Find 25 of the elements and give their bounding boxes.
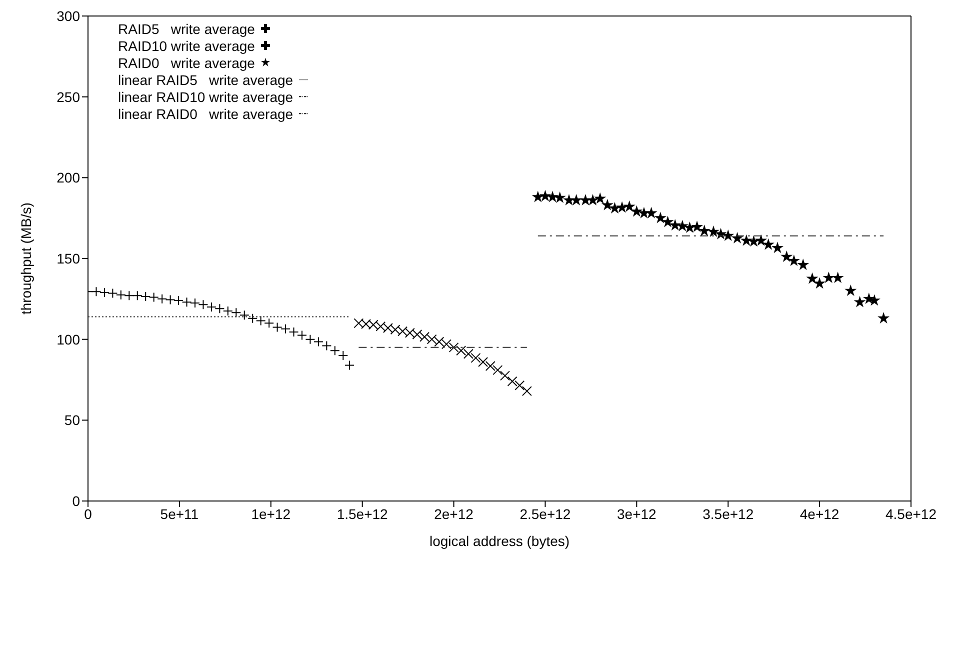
x-tick-label: 5e+11 [160,506,199,522]
x-axis-title: logical address (bytes) [429,533,570,549]
legend-label: RAID0 write average [118,54,255,70]
legend-label: RAID5 write average [118,20,255,36]
y-tick-label: 0 [72,492,80,509]
y-tick-label: 150 [56,250,80,266]
y-tick-label: 100 [56,331,80,348]
legend-label: linear RAID0 write average [118,106,294,122]
x-tick-label: 4e+12 [800,506,840,522]
x-tick-label: 1.5e+12 [336,506,388,522]
y-tick-label: 250 [56,88,80,105]
y-axis-title: throughput (MB/s) [18,202,34,315]
y-tick-label: 300 [56,8,80,24]
y-tick-label: 50 [64,412,80,428]
x-tick-label: 3.5e+12 [702,506,754,522]
x-tick-label: 4.5e+12 [886,506,937,522]
x-tick-label: 3e+12 [617,506,657,522]
legend-label: linear RAID10 write average [118,88,294,104]
legend-label: RAID10 write average [118,38,255,54]
x-tick-label: 0 [84,506,92,522]
x-tick-label: 1e+12 [251,506,291,522]
x-tick-label: 2e+12 [434,506,474,522]
legend-label: linear RAID5 write average [118,72,294,88]
x-tick-label: 2.5e+12 [520,506,571,522]
y-tick-label: 200 [56,170,80,186]
